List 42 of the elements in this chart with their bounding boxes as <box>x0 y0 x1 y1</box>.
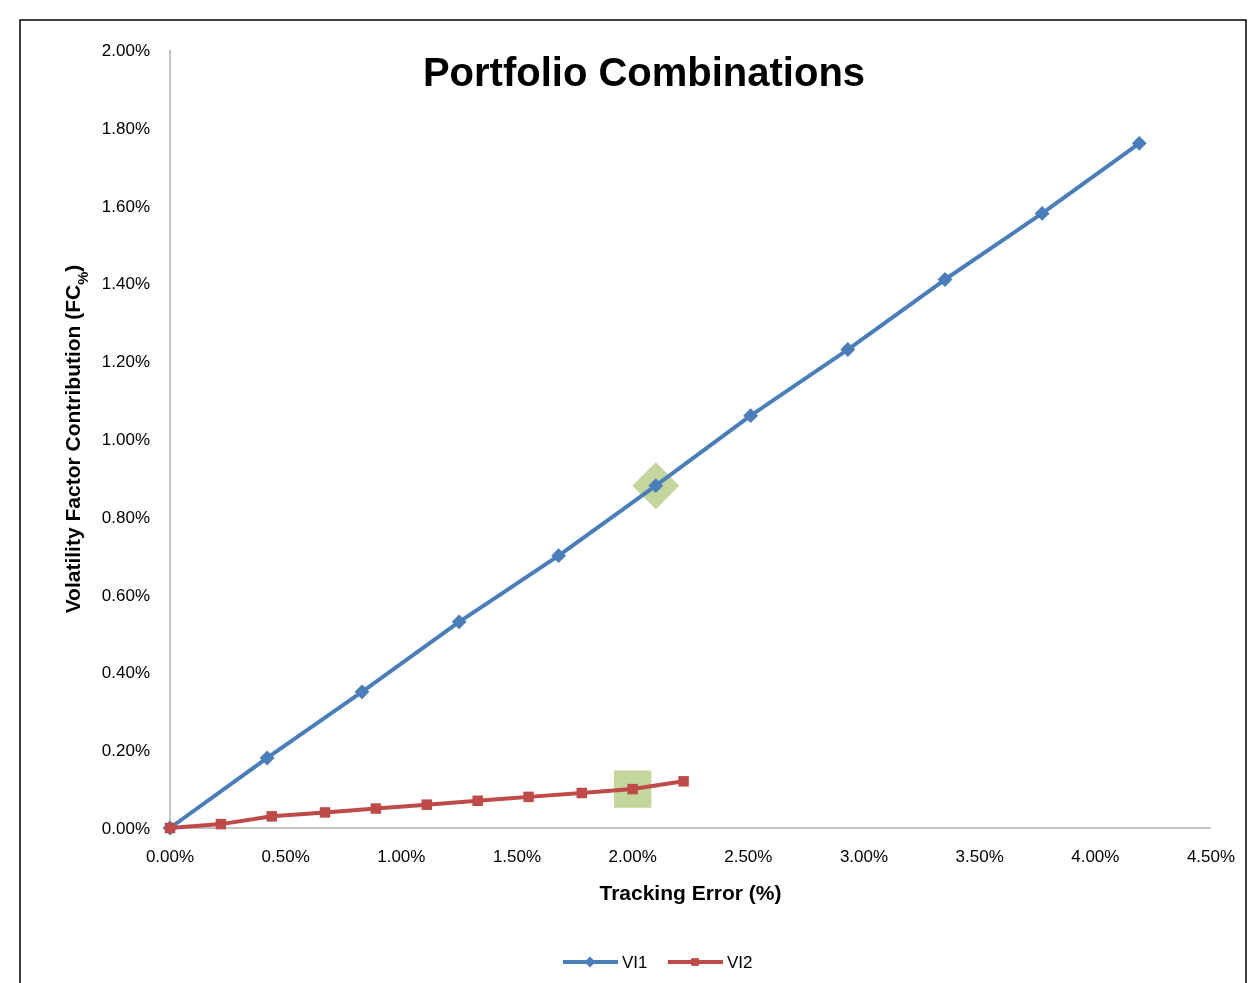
x-tick-label: 0.50% <box>261 847 310 866</box>
point <box>266 811 278 822</box>
point <box>472 795 483 807</box>
point <box>743 408 759 424</box>
chart-title: Portfolio Combinations <box>422 50 866 94</box>
point <box>421 799 433 810</box>
x-tick-label: 0.00% <box>145 847 195 866</box>
x-tick-label: 1.50% <box>492 847 542 866</box>
x-tick-label: 3.00% <box>839 847 889 866</box>
y-tick-label: 1.40% <box>101 274 150 294</box>
x-tick-label: 4.50% <box>1186 847 1236 866</box>
x-axis-title: Tracking Error (%) <box>599 881 782 904</box>
point <box>319 807 331 818</box>
point <box>451 614 467 630</box>
point <box>370 803 382 814</box>
point <box>678 776 689 787</box>
x-tick-label: 4.00% <box>1071 847 1120 866</box>
point <box>551 548 567 564</box>
legend-label: VI2 <box>727 953 753 972</box>
point <box>840 342 856 357</box>
y-tick-label: 0.80% <box>101 507 150 527</box>
y-tick-label: 0.00% <box>101 819 150 838</box>
point <box>523 791 534 803</box>
y-tick-label: 1.60% <box>101 196 150 216</box>
y-tick-label: 1.80% <box>101 118 150 138</box>
y-tick-label: 1.00% <box>101 430 150 449</box>
x-tick-label: 2.00% <box>608 847 657 866</box>
point <box>1034 205 1050 221</box>
y-tick-label: 1.20% <box>101 352 150 372</box>
point <box>259 750 275 766</box>
y-tick-label: 0.20% <box>101 741 150 761</box>
y-tick-label: 2.00% <box>101 41 150 60</box>
legend-label: VI1 <box>622 953 648 972</box>
x-tick-label: 1.00% <box>377 847 426 866</box>
y-tick-label: 0.60% <box>101 585 150 605</box>
x-tick-label: 2.50% <box>724 847 773 866</box>
y-tick-label: 0.40% <box>101 663 150 683</box>
point <box>354 684 370 700</box>
x-tick-label: 3.50% <box>955 847 1004 866</box>
point <box>1131 135 1147 151</box>
point <box>215 818 227 830</box>
point <box>576 787 588 799</box>
